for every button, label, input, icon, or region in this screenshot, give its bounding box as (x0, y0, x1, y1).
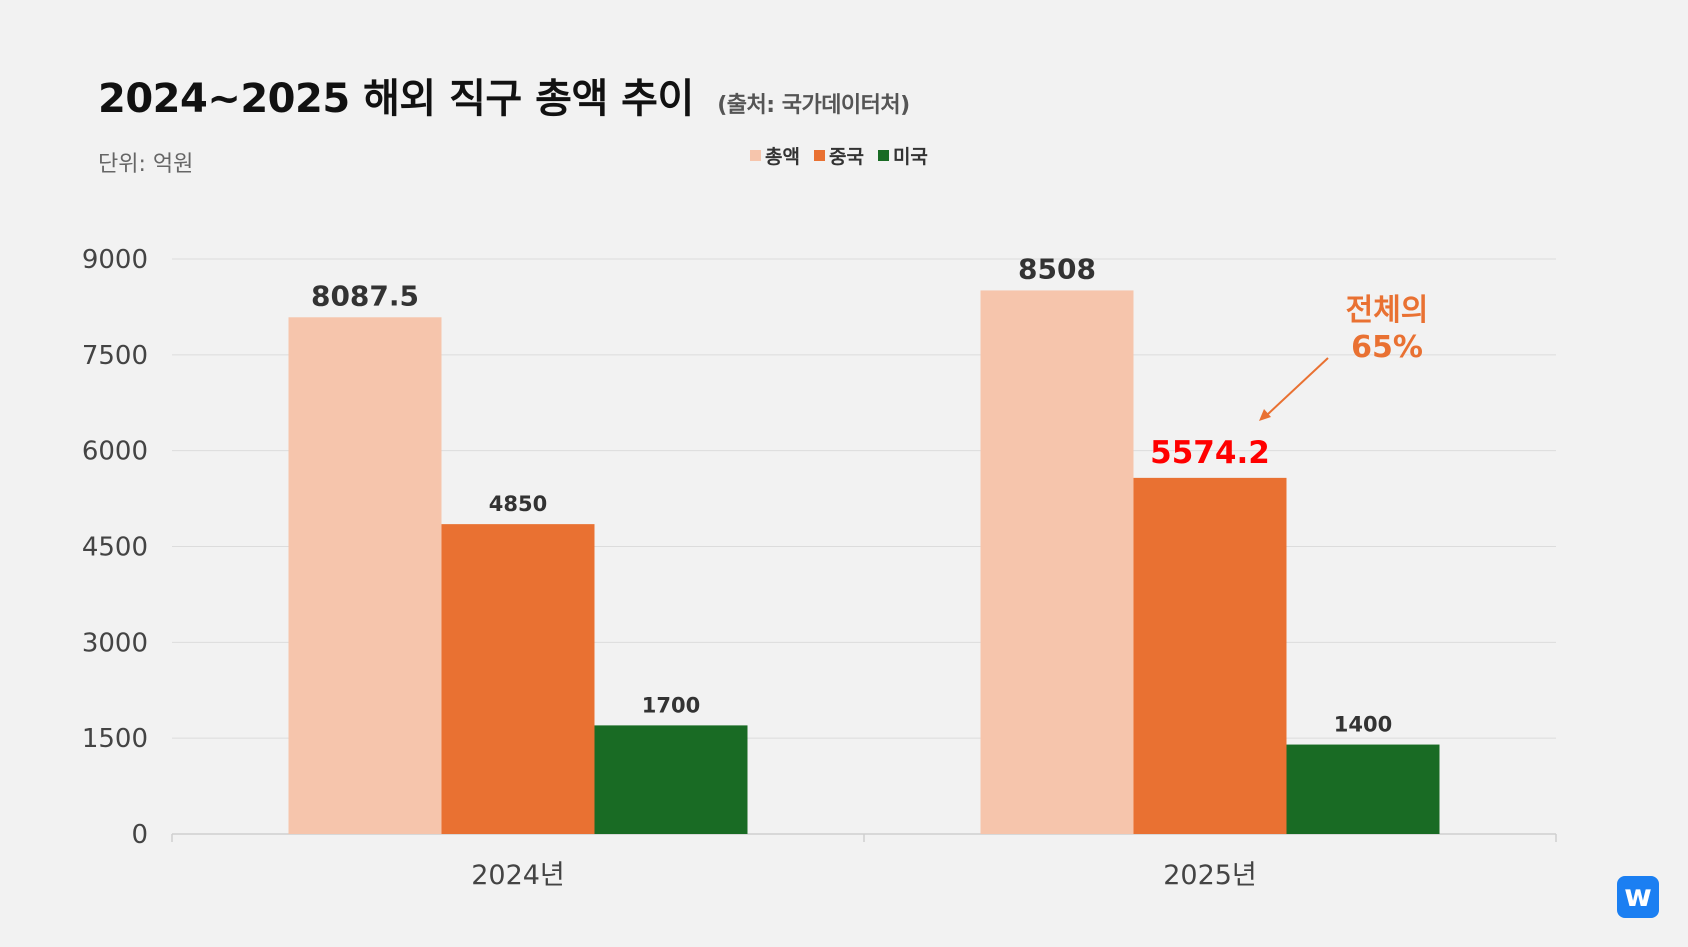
legend-label-usa: 미국 (892, 146, 928, 168)
data-label-china-1: 5574.2 (1150, 435, 1270, 471)
y-tick-label: 7500 (82, 341, 148, 371)
y-tick-label: 4500 (82, 533, 148, 563)
annotation-line2: 65% (1351, 330, 1423, 365)
title-text: 2024~2025 해외 직구 총액 추이 (98, 76, 694, 122)
legend-item-total: 총액 (750, 142, 800, 169)
legend-swatch-usa (877, 150, 889, 161)
y-tick-label: 3000 (82, 628, 148, 658)
y-axis: 0 1500 3000 4500 6000 7500 9000 (82, 245, 148, 850)
bar-china-0 (441, 524, 595, 834)
data-labels: 8087.5 4850 1700 8508 5574.2 1400 (311, 252, 1392, 736)
source-text: (출처: 국가데이터처) (717, 93, 910, 118)
data-label-total-1: 8508 (1018, 252, 1096, 285)
annotation: 전체의 65% (1259, 293, 1428, 421)
chart-title: 2024~2025 해외 직구 총액 추이 (출처: 국가데이터처) (98, 66, 910, 124)
annotation-line1: 전체의 (1346, 293, 1429, 328)
bar-china-1 (1133, 477, 1287, 834)
annotation-arrow-head (1259, 409, 1271, 421)
annotation-arrow-line (1267, 357, 1329, 415)
legend: 총액 중국 미국 (750, 142, 928, 169)
bar-total-0 (288, 317, 442, 835)
legend-swatch-china (813, 150, 825, 161)
legend-item-china: 중국 (813, 142, 864, 169)
bar-usa-1 (1286, 744, 1440, 834)
x-axis: 2024년 2025년 (171, 834, 1557, 891)
legend-label-total: 총액 (765, 146, 800, 168)
legend-swatch-total (750, 150, 761, 161)
bar-total-1 (980, 290, 1134, 834)
y-tick-label: 6000 (82, 437, 148, 467)
legend-label-china: 중국 (828, 146, 864, 168)
bars (288, 290, 1440, 835)
data-label-usa-0: 1700 (642, 693, 700, 717)
bar-usa-0 (594, 725, 748, 834)
data-label-total-0: 8087.5 (311, 279, 419, 312)
unit-label: 단위: 억원 (98, 152, 194, 177)
x-category-label: 2024년 (471, 860, 565, 891)
y-tick-label: 1500 (82, 724, 148, 754)
y-tick-label: 9000 (82, 245, 148, 275)
legend-item-usa: 미국 (877, 142, 928, 169)
data-label-usa-1: 1400 (1334, 713, 1392, 737)
w-logo-icon: w (1617, 876, 1659, 918)
data-label-china-0: 4850 (489, 492, 547, 516)
x-category-label: 2025년 (1163, 860, 1257, 891)
y-tick-label: 0 (131, 820, 148, 850)
